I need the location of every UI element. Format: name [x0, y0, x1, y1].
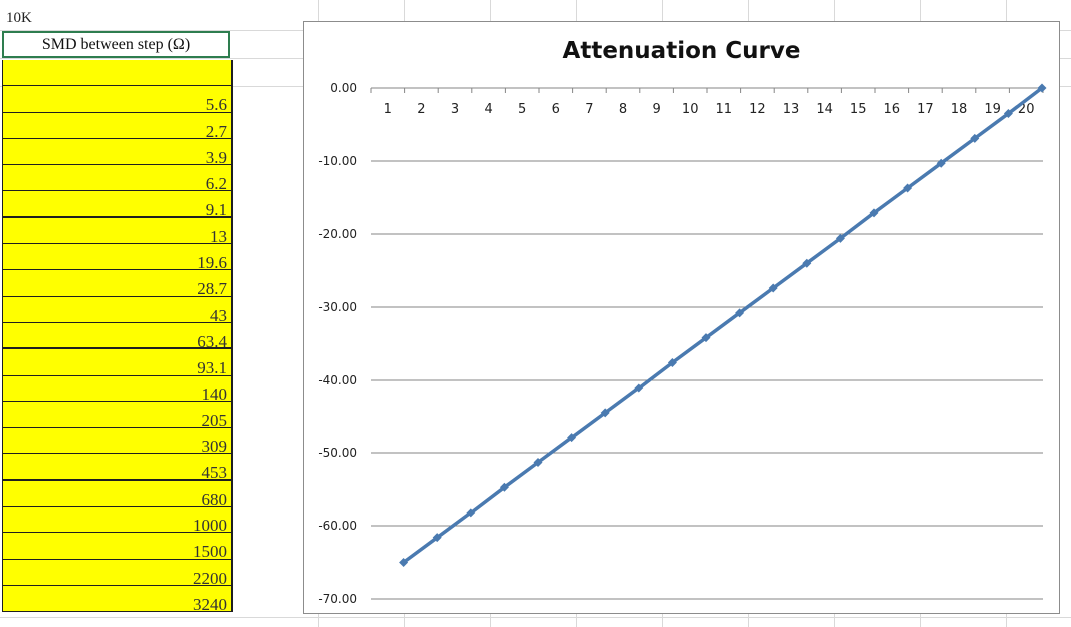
- value-cell[interactable]: 2.7: [2, 112, 233, 141]
- value-cell[interactable]: 1500: [2, 533, 233, 561]
- y-tick-label: -50.00: [318, 446, 357, 460]
- data-point: [768, 283, 778, 293]
- x-tick-label: 3: [451, 102, 459, 117]
- data-point: [600, 408, 610, 418]
- value-cell[interactable]: 453: [2, 454, 233, 482]
- value-cell[interactable]: 140: [2, 375, 233, 404]
- data-point: [399, 558, 409, 567]
- x-tick-label: 5: [518, 102, 526, 117]
- data-point: [1003, 109, 1013, 119]
- x-tick-label: 12: [749, 102, 766, 117]
- x-tick-label: 19: [984, 102, 1001, 117]
- x-tick-label: 11: [716, 102, 733, 117]
- data-point: [903, 183, 913, 193]
- y-tick-label: -60.00: [318, 519, 357, 533]
- x-tick-label: 10: [682, 102, 699, 117]
- value-cell[interactable]: [2, 60, 233, 87]
- data-point: [701, 333, 711, 343]
- x-tick-label: 16: [884, 102, 901, 117]
- x-tick-label: 20: [1018, 102, 1035, 117]
- chart-area[interactable]: Attenuation Curve 0.00 -10.00 -20.00 -30.00…: [303, 21, 1060, 614]
- x-tick-label: 2: [417, 102, 425, 117]
- cell-label[interactable]: 10K: [6, 10, 32, 26]
- data-point: [499, 482, 509, 492]
- value-cell[interactable]: 205: [2, 401, 233, 430]
- value-cell[interactable]: 3240: [2, 585, 233, 614]
- value-cell[interactable]: 1000: [2, 507, 233, 535]
- y-tick-label: -10.00: [318, 154, 357, 168]
- y-tick-label: 0.00: [330, 81, 357, 95]
- y-tick-label: -20.00: [318, 227, 357, 241]
- x-tick-label: 14: [816, 102, 833, 117]
- data-point: [432, 533, 442, 543]
- chart-title: Attenuation Curve: [562, 38, 801, 64]
- x-tick-label: 8: [619, 102, 627, 117]
- data-point: [869, 208, 879, 218]
- value-cell[interactable]: 43: [2, 296, 233, 325]
- x-tick-label: 1: [384, 102, 392, 117]
- value-cell[interactable]: 3.9: [2, 138, 233, 167]
- series-line: [402, 86, 1044, 564]
- x-tick-label: 15: [850, 102, 867, 117]
- data-point: [735, 308, 745, 318]
- data-point: [936, 158, 946, 168]
- y-tick-label: -40.00: [318, 373, 357, 387]
- x-tick-label: 7: [585, 102, 593, 117]
- value-cell[interactable]: 63.4: [2, 322, 233, 351]
- value-cell[interactable]: 28.7: [2, 270, 233, 298]
- value-cell[interactable]: 13: [2, 217, 233, 246]
- value-cell[interactable]: 680: [2, 480, 233, 509]
- value-cell[interactable]: 309: [2, 428, 233, 456]
- gridline: [0, 617, 1071, 618]
- x-tick-label: 6: [552, 102, 560, 117]
- x-tick-label: 9: [652, 102, 660, 117]
- value-cell[interactable]: 19.6: [2, 244, 233, 272]
- data-point: [634, 383, 644, 393]
- data-point: [802, 258, 812, 268]
- data-point: [533, 457, 543, 467]
- data-point: [667, 357, 677, 367]
- data-point: [466, 508, 476, 518]
- y-tick-label: -30.00: [318, 300, 357, 314]
- x-tick-label: 17: [917, 102, 934, 117]
- value-column: 5.6 2.7 3.9 6.2 9.1 13 19.6 28.7 43 63.4 93.1 140 20…: [2, 60, 233, 614]
- data-point: [567, 433, 577, 443]
- x-tick-label: 13: [783, 102, 800, 117]
- value-cell[interactable]: 9.1: [2, 191, 233, 219]
- value-cell[interactable]: 93.1: [2, 349, 233, 377]
- attenuation-chart: 0.00 -10.00 -20.00 -30.00 -40.00 -50.00 -60.00…: [318, 81, 1047, 606]
- column-header-cell[interactable]: SMD between step (Ω): [2, 31, 230, 58]
- value-cell[interactable]: 5.6: [2, 86, 233, 114]
- data-point: [1037, 83, 1047, 93]
- data-point: [970, 133, 980, 143]
- y-tick-label: -70.00: [318, 592, 357, 606]
- value-cell[interactable]: 6.2: [2, 165, 233, 193]
- x-tick-label: 4: [484, 102, 492, 117]
- data-point: [835, 233, 845, 243]
- value-cell[interactable]: 2200: [2, 559, 233, 588]
- x-tick-label: 18: [951, 102, 968, 117]
